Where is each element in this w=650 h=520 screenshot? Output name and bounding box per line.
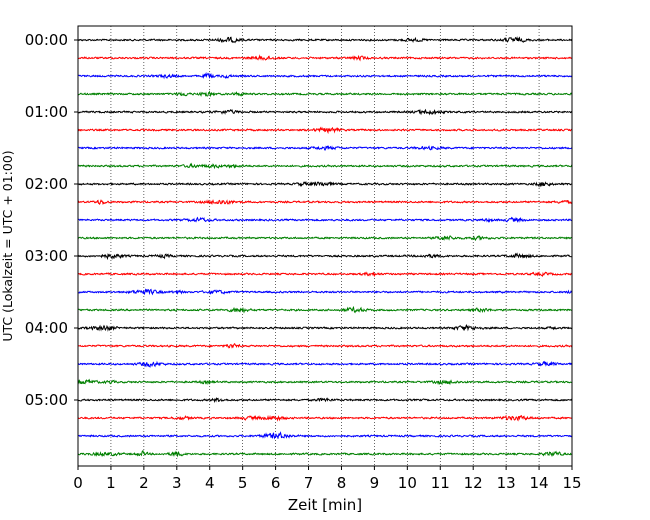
x-tick-label-6: 6 [271, 474, 281, 492]
x-tick-label-8: 8 [337, 474, 347, 492]
x-tick-label-12: 12 [464, 474, 483, 492]
x-tick-label-5: 5 [238, 474, 248, 492]
trace-4 [77, 108, 573, 116]
trace-3 [77, 90, 573, 98]
trace-16 [77, 324, 573, 332]
vertical-gridlines [110, 26, 540, 466]
trace-18 [77, 360, 573, 368]
y-axis-label: UTC (Lokalzeit = UTC + 01:00) [0, 150, 15, 341]
trace-9 [77, 199, 573, 206]
x-tick-label-0: 0 [73, 474, 83, 492]
y-tick-label-4: 04:00 [25, 319, 68, 337]
trace-14 [77, 288, 573, 296]
trace-1 [77, 54, 573, 62]
trace-20 [77, 396, 573, 404]
x-tick-label-1: 1 [106, 474, 116, 492]
x-tick-label-10: 10 [398, 474, 417, 492]
trace-8 [77, 180, 573, 188]
x-tick-label-9: 9 [370, 474, 380, 492]
x-tick-label-11: 11 [431, 474, 450, 492]
x-tick-label-2: 2 [139, 474, 149, 492]
trace-13 [77, 271, 573, 278]
y-tick-label-1: 01:00 [25, 103, 68, 121]
x-tick-label-7: 7 [304, 474, 314, 492]
plot-frame [77, 25, 573, 467]
x-tick-label-15: 15 [562, 474, 581, 492]
trace-12 [77, 252, 573, 261]
x-tick-label-13: 13 [497, 474, 516, 492]
trace-22 [77, 431, 573, 440]
x-tick-label-14: 14 [530, 474, 549, 492]
y-tick-label-0: 00:00 [25, 31, 68, 49]
trace-17 [77, 343, 573, 349]
x-axis-label: Zeit [min] [288, 496, 362, 514]
x-tick-label-4: 4 [205, 474, 215, 492]
trace-21 [77, 414, 573, 422]
seismogram-traces [77, 35, 573, 458]
y-axis-ticks: 00:00 01:00 02:00 03:00 04:00 05:00 [25, 31, 78, 409]
trace-7 [77, 162, 573, 170]
y-tick-label-2: 02:00 [25, 175, 68, 193]
trace-23 [77, 450, 573, 458]
x-axis-ticks: 0 1 2 3 4 5 6 7 8 9 10 11 12 13 14 15 [73, 466, 582, 492]
trace-6 [77, 145, 573, 151]
y-tick-label-5: 05:00 [25, 391, 68, 409]
x-tick-label-3: 3 [172, 474, 182, 492]
trace-19 [77, 378, 573, 386]
trace-11 [77, 235, 573, 242]
trace-0 [77, 35, 573, 44]
trace-10 [77, 216, 573, 223]
trace-15 [77, 305, 573, 314]
trace-2 [77, 71, 573, 80]
y-tick-label-3: 03:00 [25, 247, 68, 265]
trace-5 [77, 126, 573, 135]
